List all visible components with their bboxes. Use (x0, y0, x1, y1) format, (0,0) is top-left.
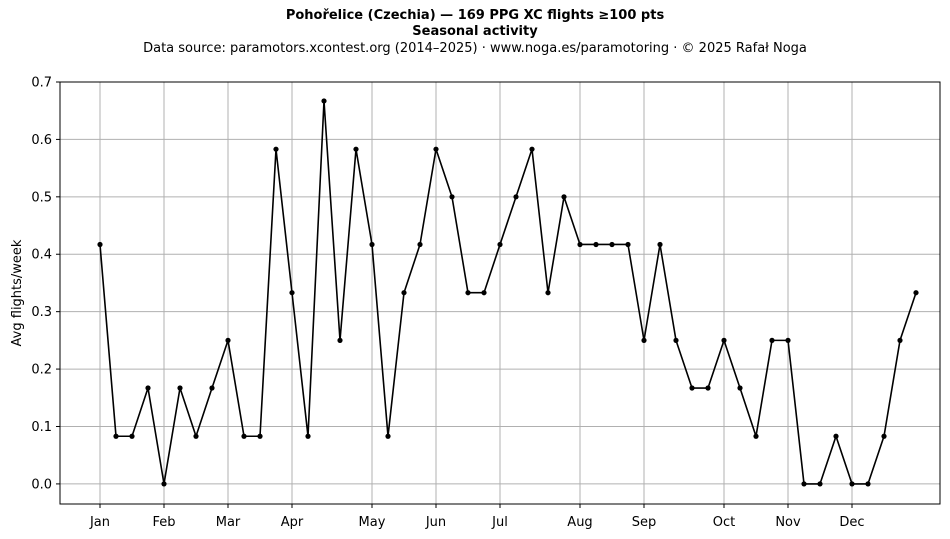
data-point (177, 385, 183, 391)
y-tick-label: 0.5 (31, 190, 52, 205)
data-point (801, 481, 807, 487)
data-point (305, 433, 311, 439)
data-point (769, 337, 775, 343)
data-point (401, 290, 407, 296)
series-line (99, 100, 917, 485)
data-point (257, 433, 263, 439)
data-point (545, 290, 551, 296)
data-point (225, 337, 231, 343)
data-point (113, 433, 119, 439)
data-point (449, 194, 455, 200)
data-point (353, 146, 359, 152)
data-point (417, 241, 423, 248)
x-tick-label: Apr (281, 515, 304, 530)
y-tick-label: 0.7 (31, 76, 52, 91)
x-axis: Jan Feb Mar Apr May Jun Jul Aug Sep Oct Nov Dec (89, 504, 865, 530)
data-point (817, 481, 823, 487)
data-point (433, 146, 439, 152)
data-point (337, 337, 343, 343)
data-point (561, 194, 567, 200)
data-point (577, 241, 583, 248)
chart-title-block: Pohořelice (Czechia) — 169 PPG XC flight… (0, 8, 950, 58)
data-point (513, 194, 519, 200)
data-point (657, 241, 663, 248)
x-tick-label: Feb (152, 515, 175, 530)
x-tick-label: Nov (775, 515, 801, 530)
data-point (705, 385, 711, 391)
data-point (369, 241, 375, 248)
data-point (465, 290, 471, 296)
y-tick-label: 0.3 (31, 305, 52, 320)
data-point (785, 337, 791, 343)
data-point (913, 290, 919, 296)
data-point (593, 241, 599, 248)
chart-title: Pohořelice (Czechia) — 169 PPG XC flight… (285, 8, 665, 23)
y-tick-label: 0.6 (31, 133, 52, 148)
data-point (289, 290, 295, 296)
data-point (321, 98, 327, 104)
data-point (625, 241, 631, 248)
y-tick-label: 0.0 (31, 477, 52, 492)
data-source-note: Data source: paramotors.xcontest.org (20… (143, 41, 807, 56)
data-point (209, 385, 215, 391)
y-axis-label: Avg flights/week (10, 239, 25, 346)
x-tick-label: Mar (216, 515, 241, 530)
x-tick-label: Oct (713, 515, 735, 530)
data-point (833, 433, 839, 439)
y-tick-label: 0.1 (31, 420, 52, 435)
data-point (737, 385, 743, 391)
data-point (497, 241, 503, 248)
data-point (385, 433, 391, 439)
data-point (97, 241, 103, 248)
data-point (689, 385, 695, 391)
data-point (641, 337, 647, 343)
x-tick-label: Dec (839, 515, 864, 530)
x-tick-label: May (359, 515, 386, 530)
y-tick-label: 0.4 (31, 248, 52, 263)
data-point (241, 433, 247, 439)
data-point (273, 146, 279, 152)
data-point (881, 433, 887, 439)
x-tick-label: Jan (89, 515, 110, 530)
data-point (609, 241, 615, 248)
chart-subtitle: Seasonal activity (412, 24, 538, 39)
series-layer (97, 98, 919, 487)
data-point (145, 385, 151, 391)
data-point (129, 433, 135, 439)
data-point (897, 337, 903, 343)
data-point (849, 481, 855, 487)
y-tick-label: 0.2 (31, 363, 52, 378)
grid-lines (60, 81, 940, 504)
x-tick-label: Jul (491, 515, 508, 530)
x-tick-label: Aug (567, 515, 592, 530)
x-tick-label: Sep (632, 515, 657, 530)
y-axis: 0.0 0.1 0.2 0.3 0.4 0.5 0.6 0.7 (31, 76, 60, 492)
data-point (753, 433, 759, 439)
data-point (193, 433, 199, 439)
data-point (481, 290, 487, 296)
data-point (865, 481, 871, 487)
data-point (161, 481, 167, 487)
x-tick-label: Jun (425, 515, 446, 530)
data-point (721, 337, 727, 343)
data-point (529, 146, 535, 152)
data-point (673, 337, 679, 343)
